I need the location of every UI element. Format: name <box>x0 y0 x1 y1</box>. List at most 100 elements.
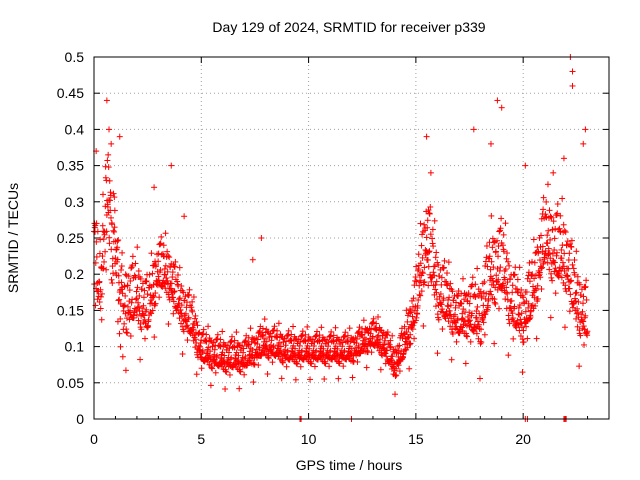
data-point <box>259 325 266 332</box>
data-point <box>511 303 518 310</box>
data-point <box>250 379 257 386</box>
data-point <box>266 334 273 341</box>
y-tick-labels: 0 0.05 0.1 0.15 0.2 0.25 0.3 0.35 0.4 0.45 0.5 <box>57 49 84 427</box>
data-point <box>262 342 269 349</box>
data-point <box>509 310 516 317</box>
data-point <box>464 333 471 340</box>
data-point <box>381 337 388 344</box>
data-point <box>296 342 303 349</box>
data-point <box>149 307 156 314</box>
data-point <box>102 174 109 181</box>
data-point <box>179 313 186 320</box>
data-point <box>274 327 281 334</box>
data-point <box>553 249 560 256</box>
data-point <box>551 235 558 242</box>
data-point <box>469 274 476 281</box>
data-point <box>416 282 423 289</box>
data-point <box>207 348 214 355</box>
data-point <box>440 295 447 302</box>
data-point <box>111 194 118 201</box>
data-point <box>497 225 504 232</box>
data-point <box>121 320 128 327</box>
data-point <box>359 331 366 338</box>
data-point <box>490 277 497 284</box>
data-point <box>169 269 176 276</box>
data-point <box>580 293 587 300</box>
data-point <box>564 273 571 280</box>
data-point <box>387 337 394 344</box>
data-point <box>270 344 277 351</box>
data-point <box>318 324 325 331</box>
data-point <box>473 314 480 321</box>
data-point <box>494 97 501 104</box>
data-point <box>345 338 352 345</box>
data-point <box>116 133 123 140</box>
data-point <box>117 343 124 350</box>
data-point <box>447 302 454 309</box>
data-point <box>433 249 440 256</box>
data-point <box>93 253 100 260</box>
data-point <box>582 126 589 133</box>
data-point <box>225 349 232 356</box>
data-point <box>227 338 234 345</box>
data-point <box>441 313 448 320</box>
data-point <box>457 300 464 307</box>
data-point <box>93 220 100 227</box>
data-point <box>506 320 513 327</box>
data-point <box>440 264 447 271</box>
data-point <box>370 315 377 322</box>
data-point <box>183 299 190 306</box>
data-point <box>491 299 498 306</box>
x-tick-label: 0 <box>90 431 98 447</box>
data-point <box>502 266 509 273</box>
data-point <box>426 210 433 217</box>
data-point <box>258 235 265 241</box>
data-point <box>355 342 362 349</box>
data-point <box>567 291 574 298</box>
data-point <box>208 364 215 371</box>
data-point <box>476 375 483 382</box>
data-point <box>580 140 587 147</box>
data-point <box>236 385 243 392</box>
data-point <box>132 260 139 267</box>
data-point <box>166 254 173 261</box>
data-point <box>200 330 207 337</box>
data-point <box>193 318 200 325</box>
data-point <box>539 243 546 250</box>
data-point <box>478 326 485 333</box>
data-point <box>184 325 191 332</box>
data-point <box>542 211 549 218</box>
y-tick-label: 0.5 <box>65 49 85 65</box>
data-point <box>169 274 176 281</box>
data-point <box>98 316 105 323</box>
data-point <box>294 360 301 367</box>
data-point <box>584 328 591 335</box>
data-point <box>321 360 328 367</box>
data-point <box>176 264 183 271</box>
data-point <box>419 231 426 238</box>
data-point <box>123 315 130 322</box>
data-point <box>430 269 437 276</box>
data-point <box>496 305 503 312</box>
data-point <box>339 343 346 350</box>
data-point <box>377 366 384 373</box>
data-point <box>463 332 470 339</box>
data-point <box>515 311 522 318</box>
data-point <box>193 371 200 378</box>
data-point <box>425 207 432 214</box>
data-point <box>263 338 270 345</box>
data-point <box>529 258 536 265</box>
data-point <box>446 294 453 301</box>
data-point <box>121 302 128 309</box>
data-point <box>545 251 552 258</box>
data-point <box>105 151 112 158</box>
data-point <box>313 328 320 335</box>
data-point <box>434 350 441 357</box>
data-point <box>439 306 446 313</box>
data-point <box>511 271 518 278</box>
data-point <box>297 363 304 370</box>
x-tick-label: 5 <box>197 431 205 447</box>
data-point <box>185 316 192 323</box>
data-point <box>466 317 473 324</box>
data-point <box>505 352 512 359</box>
